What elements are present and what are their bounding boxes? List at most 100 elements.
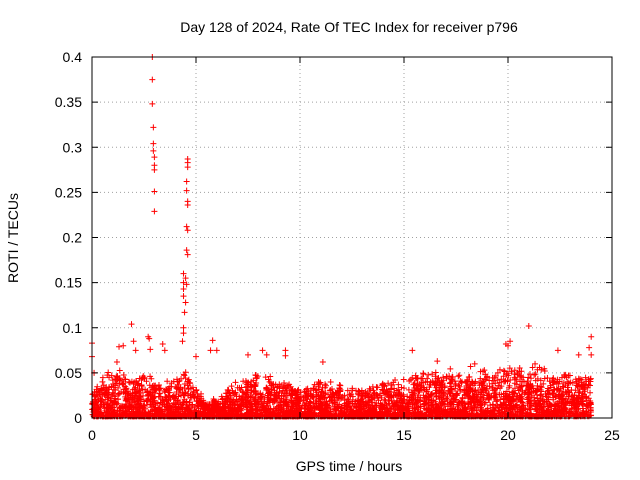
data-point: [444, 394, 451, 401]
data-point: [97, 396, 104, 403]
data-point: [538, 404, 545, 411]
data-point: [141, 402, 148, 409]
data-point: [379, 386, 386, 393]
data-point: [489, 380, 496, 387]
data-point: [282, 347, 289, 354]
data-point: [170, 399, 177, 406]
data-point: [236, 393, 243, 400]
data-point: [322, 395, 329, 402]
data-point: [113, 359, 120, 366]
data-point: [493, 398, 500, 405]
data-point: [187, 380, 194, 387]
data-point: [110, 399, 117, 406]
data-point: [175, 406, 182, 413]
data-point: [531, 371, 538, 378]
data-point: [569, 392, 576, 399]
data-point: [495, 382, 502, 389]
data-point: [477, 368, 484, 375]
data-point: [437, 400, 444, 407]
data-point: [244, 389, 251, 396]
data-point: [336, 387, 343, 394]
data-point: [234, 405, 241, 412]
data-point: [477, 400, 484, 407]
data-point: [478, 401, 485, 408]
data-point: [168, 380, 175, 387]
data-point: [202, 403, 209, 410]
data-point: [149, 76, 156, 83]
data-point: [288, 391, 295, 398]
data-point: [435, 374, 442, 381]
data-point: [517, 378, 524, 385]
data-point: [575, 351, 582, 358]
y-tick-label: 0.3: [63, 139, 83, 155]
data-point: [369, 402, 376, 409]
data-point: [304, 385, 311, 392]
data-point: [112, 376, 119, 383]
data-point: [402, 404, 409, 411]
data-point: [476, 379, 483, 386]
data-point: [133, 379, 140, 386]
data-point: [388, 394, 395, 401]
data-point: [588, 351, 595, 358]
data-point: [514, 369, 521, 376]
data-point: [119, 380, 126, 387]
data-point: [564, 398, 571, 405]
data-point: [150, 124, 157, 131]
data-point: [459, 409, 466, 416]
data-point: [136, 400, 143, 407]
data-point: [489, 374, 496, 381]
data-point: [547, 384, 554, 391]
data-point: [384, 388, 391, 395]
data-point: [550, 410, 557, 417]
data-point: [252, 403, 259, 410]
data-point: [206, 402, 213, 409]
data-point: [466, 384, 473, 391]
data-point: [337, 395, 344, 402]
data-point: [179, 389, 186, 396]
data-point: [535, 397, 542, 404]
data-point: [423, 386, 430, 393]
data-point: [429, 410, 436, 417]
data-point: [482, 399, 489, 406]
data-point: [322, 405, 329, 412]
data-point: [364, 394, 371, 401]
data-point: [232, 379, 239, 386]
data-point: [587, 407, 594, 414]
data-point: [565, 388, 572, 395]
data-point: [214, 408, 221, 415]
data-point: [564, 384, 571, 391]
data-point: [429, 379, 436, 386]
data-point: [474, 399, 481, 406]
data-point: [566, 380, 573, 387]
data-point: [182, 409, 189, 416]
data-point: [137, 404, 144, 411]
data-point: [105, 390, 112, 397]
data-point: [183, 281, 190, 288]
data-point: [380, 403, 387, 410]
data-point: [166, 392, 173, 399]
data-point: [288, 403, 295, 410]
data-point: [280, 398, 287, 405]
data-point: [562, 371, 569, 378]
data-point: [151, 386, 158, 393]
data-point: [164, 378, 171, 385]
data-point: [137, 394, 144, 401]
data-point: [485, 391, 492, 398]
data-point: [317, 405, 324, 412]
data-point: [575, 389, 582, 396]
data-point: [455, 373, 462, 380]
data-point: [559, 383, 566, 390]
data-point: [200, 411, 206, 418]
data-point: [319, 359, 326, 366]
data-point: [527, 400, 534, 407]
data-point: [173, 388, 180, 395]
data-point: [492, 403, 499, 410]
data-point: [223, 410, 230, 417]
data-point: [209, 337, 216, 344]
data-point: [374, 394, 381, 401]
data-point: [149, 407, 156, 414]
data-point: [541, 409, 548, 416]
data-point: [210, 405, 217, 412]
data-point: [538, 366, 545, 373]
data-point: [387, 386, 394, 393]
